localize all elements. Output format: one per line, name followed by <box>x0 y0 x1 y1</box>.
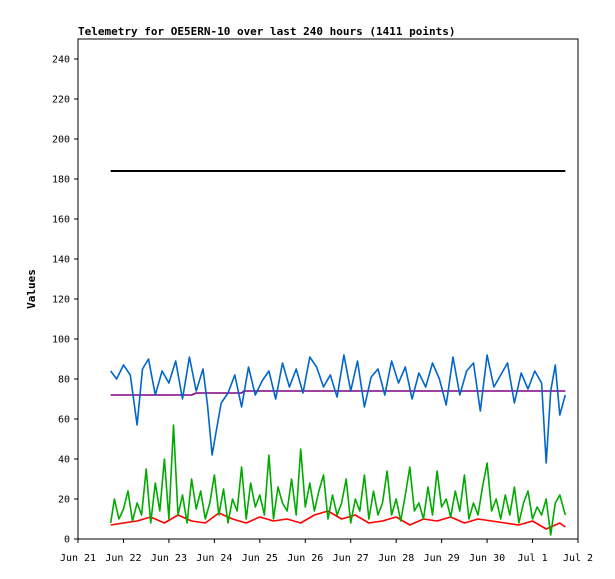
y-axis-label: Values <box>25 269 38 309</box>
y-tick-label: 160 <box>52 215 70 226</box>
plot-area <box>77 38 579 540</box>
x-tick-label: Jun 26 <box>287 553 323 564</box>
y-tick-label: 140 <box>52 255 70 266</box>
series-line-2 <box>110 354 567 464</box>
chart-title: Telemetry for OE5ERN-10 over last 240 ho… <box>78 25 456 38</box>
x-tick-label: Jun 30 <box>469 553 505 564</box>
series-line-1 <box>110 390 566 396</box>
y-tick-label: 200 <box>52 135 70 146</box>
y-axis: 0 20 40 60 80 100 120 140 160 180 200 220 240 <box>52 55 78 546</box>
y-tick-label: 180 <box>52 175 70 186</box>
x-tick-label: Jun 24 <box>196 553 232 564</box>
x-tick-label: Jun 22 <box>105 553 141 564</box>
y-tick-label: 60 <box>58 415 70 426</box>
y-tick-label: 220 <box>52 95 70 106</box>
y-tick-label: 20 <box>58 495 70 506</box>
y-tick-label: 80 <box>58 375 70 386</box>
x-tick-label: Jun 27 <box>333 553 369 564</box>
series-group <box>109 170 567 536</box>
x-tick-label: Jun 25 <box>242 553 278 564</box>
y-tick-label: 120 <box>52 295 70 306</box>
x-tick-label: Jun 23 <box>151 553 187 564</box>
x-tick-label: Jun 29 <box>424 553 460 564</box>
x-tick-label: Jul 2 <box>563 553 593 564</box>
y-tick-label: 40 <box>58 455 70 466</box>
x-axis: Jun 21 Jun 22 Jun 23 Jun 24 Jun 25 Jun 26 Jun … <box>60 539 593 564</box>
x-tick-label: Jul 1 <box>517 553 547 564</box>
x-tick-label: Jun 21 <box>60 553 96 564</box>
series-line-4 <box>109 424 567 536</box>
y-tick-label: 0 <box>64 535 70 546</box>
y-tick-label: 100 <box>52 335 70 346</box>
x-tick-label: Jun 28 <box>378 553 414 564</box>
y-tick-label: 240 <box>52 55 70 66</box>
